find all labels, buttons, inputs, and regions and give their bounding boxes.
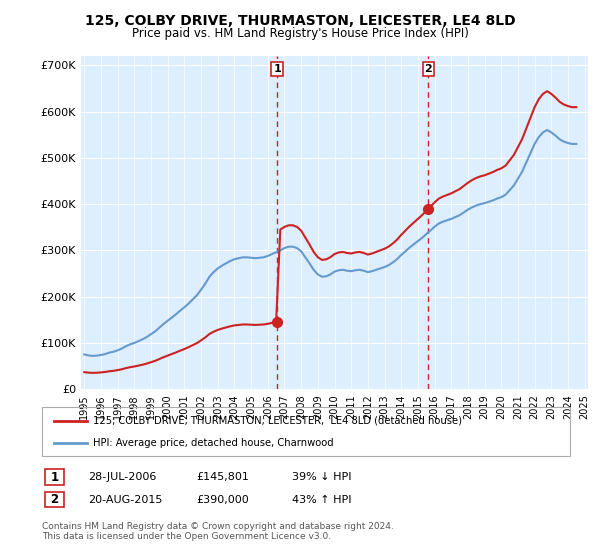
Text: 43% ↑ HPI: 43% ↑ HPI <box>292 494 352 505</box>
Text: 28-JUL-2006: 28-JUL-2006 <box>88 472 157 482</box>
Text: £145,801: £145,801 <box>196 472 249 482</box>
Text: 1: 1 <box>50 470 59 484</box>
Text: 1: 1 <box>274 64 281 74</box>
Text: £390,000: £390,000 <box>196 494 249 505</box>
Text: 125, COLBY DRIVE, THURMASTON, LEICESTER, LE4 8LD: 125, COLBY DRIVE, THURMASTON, LEICESTER,… <box>85 14 515 28</box>
Text: 2: 2 <box>50 493 59 506</box>
Text: 125, COLBY DRIVE, THURMASTON, LEICESTER,  LE4 8LD (detached house): 125, COLBY DRIVE, THURMASTON, LEICESTER,… <box>93 416 462 426</box>
Text: 39% ↓ HPI: 39% ↓ HPI <box>292 472 352 482</box>
Text: Price paid vs. HM Land Registry's House Price Index (HPI): Price paid vs. HM Land Registry's House … <box>131 27 469 40</box>
Text: Contains HM Land Registry data © Crown copyright and database right 2024.
This d: Contains HM Land Registry data © Crown c… <box>42 522 394 542</box>
Text: HPI: Average price, detached house, Charnwood: HPI: Average price, detached house, Char… <box>93 437 334 447</box>
Text: 20-AUG-2015: 20-AUG-2015 <box>88 494 163 505</box>
Text: 2: 2 <box>425 64 432 74</box>
